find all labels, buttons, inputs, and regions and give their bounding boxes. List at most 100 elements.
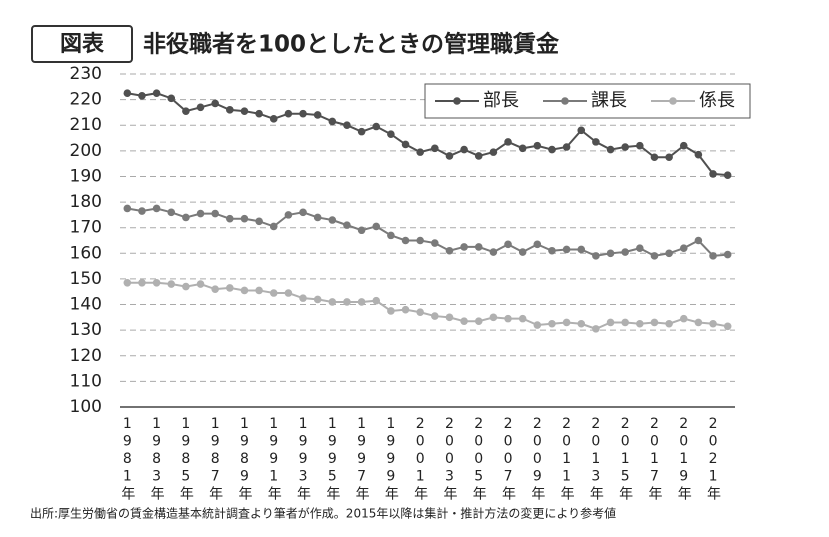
point (548, 246, 556, 255)
point (152, 204, 161, 213)
point (518, 144, 527, 153)
point (343, 121, 351, 130)
point (211, 209, 219, 218)
point (460, 145, 468, 154)
x-tick-label: 1997年 (354, 416, 370, 502)
chart-title: 非役職者を100としたときの管理職賃金 (143, 31, 560, 58)
source-note: 出所:厚生労働省の賃金構造基本統計調査より筆者が作成。2015年以降は集計・推計… (30, 506, 616, 521)
x-tick-label: 2001年 (412, 416, 428, 502)
y-tick-label: 150 (70, 269, 102, 289)
point (504, 138, 512, 146)
point (401, 236, 410, 245)
point (445, 152, 454, 160)
point (445, 313, 454, 322)
point (665, 249, 673, 258)
point (694, 150, 703, 159)
x-tick-label: 1981年 (119, 416, 135, 502)
point (709, 170, 717, 178)
point (416, 308, 424, 317)
legend-marker (561, 97, 569, 105)
point (387, 231, 395, 240)
point (489, 313, 498, 322)
x-tick-label: 1995年 (324, 416, 340, 502)
point (226, 284, 234, 292)
point (387, 307, 395, 315)
point (226, 106, 234, 114)
point (592, 252, 600, 260)
point (562, 143, 571, 151)
point (474, 243, 483, 251)
point (343, 298, 351, 306)
point (313, 111, 322, 119)
x-tick-label: 1989年 (236, 416, 252, 502)
x-tick-label: 2007年 (500, 416, 516, 502)
point (255, 286, 263, 295)
point (606, 145, 615, 154)
y-tick-label: 160 (70, 243, 102, 263)
x-tick-label: 2005年 (471, 416, 487, 502)
point (460, 243, 468, 251)
point (167, 280, 176, 288)
point (240, 107, 249, 115)
x-tick-label: 1983年 (149, 416, 165, 502)
point (123, 278, 132, 287)
point (548, 145, 556, 154)
x-tick-label: 1999年 (383, 416, 399, 502)
point (636, 244, 644, 252)
point (636, 141, 644, 150)
point (606, 249, 615, 258)
point (606, 318, 615, 327)
point (621, 248, 629, 256)
legend-label: 課長 (591, 90, 627, 111)
x-tick-label: 2021年 (705, 416, 721, 502)
point (357, 127, 366, 136)
point (577, 126, 586, 135)
point (328, 117, 337, 126)
point (123, 204, 132, 213)
point (431, 312, 439, 320)
point (167, 208, 176, 217)
point (533, 321, 542, 329)
point (474, 317, 483, 325)
point (650, 153, 659, 162)
point (621, 143, 629, 151)
x-tick-label: 2003年 (441, 416, 457, 502)
point (694, 318, 703, 327)
legend-marker (669, 97, 677, 105)
point (401, 140, 410, 149)
y-tick-label: 200 (70, 141, 102, 161)
point (709, 252, 717, 260)
badge-box (31, 25, 133, 63)
point (723, 250, 732, 259)
point (518, 314, 527, 323)
point (723, 322, 732, 331)
y-tick-label: 170 (70, 218, 102, 238)
legend-box (424, 83, 751, 119)
point (577, 319, 586, 328)
point (211, 99, 219, 108)
point (226, 214, 234, 223)
point (343, 221, 351, 229)
point (592, 138, 600, 146)
point (182, 213, 190, 222)
y-tick-label: 190 (70, 166, 102, 186)
legend-marker (453, 97, 461, 105)
point (372, 296, 381, 305)
point (460, 317, 468, 325)
point (504, 240, 512, 249)
point (416, 148, 424, 156)
point (196, 209, 205, 218)
point (284, 211, 293, 219)
point (489, 248, 498, 256)
point (474, 152, 483, 160)
point (636, 319, 644, 328)
x-tick-label: 2009年 (529, 416, 545, 502)
point (665, 153, 673, 162)
point (650, 252, 659, 260)
y-tick-label: 100 (70, 397, 102, 417)
point (431, 239, 439, 247)
point (182, 282, 190, 291)
x-tick-label: 1993年 (295, 416, 311, 502)
point (313, 213, 322, 222)
